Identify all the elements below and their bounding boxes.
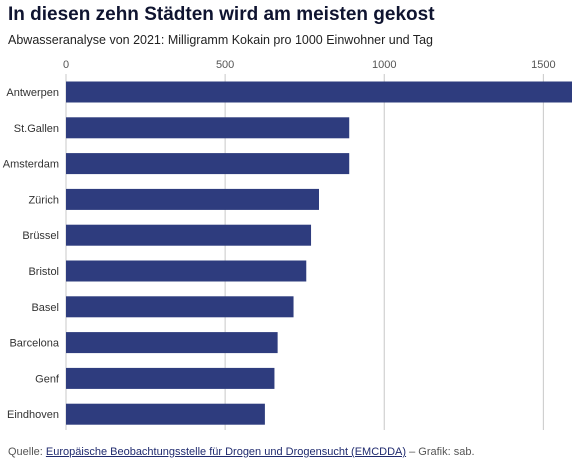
category-label: Bristol [28,266,59,278]
bar [66,224,312,246]
category-labels: Antwerpen St.Gallen Amsterdam Zürich Brüssel… [3,87,60,421]
x-tick-label: 1000 [372,59,396,71]
source-note: Quelle: Europäische Beobachtungsstelle f… [8,446,475,458]
bar [66,260,307,282]
category-label: Genf [35,373,60,385]
source-suffix: – Grafik: sab. [406,446,475,458]
chart-subtitle: Abwasseranalyse von 2021: Milligramm Kok… [8,33,434,47]
source-prefix: Quelle: [8,446,46,458]
category-label: St.Gallen [14,123,59,135]
category-label: Basel [31,302,59,314]
category-label: Brüssel [22,230,59,242]
category-label: Zürich [28,194,59,206]
x-axis-ticks: 0 500 1000 1500 [63,59,556,71]
bar [66,332,278,354]
x-tick-label: 1500 [531,59,555,71]
bar-chart: 0 500 1000 1500 Antwerpen St.Gallen Amsterdam… [3,59,572,430]
bar [66,367,275,389]
bar [66,153,350,175]
bar [66,188,319,210]
chart-title: In diesen zehn Städten wird am meisten g… [8,4,435,25]
category-label: Eindhoven [7,409,59,421]
bars [66,81,572,425]
bar [66,81,572,103]
category-label: Antwerpen [6,87,59,99]
x-tick-label: 0 [63,59,69,71]
category-label: Barcelona [9,338,59,350]
bar [66,117,350,139]
x-tick-label: 500 [216,59,234,71]
bar [66,296,294,318]
source-link[interactable]: Europäische Beobachtungsstelle für Droge… [45,446,407,458]
bar [66,403,265,425]
category-label: Amsterdam [3,159,59,171]
